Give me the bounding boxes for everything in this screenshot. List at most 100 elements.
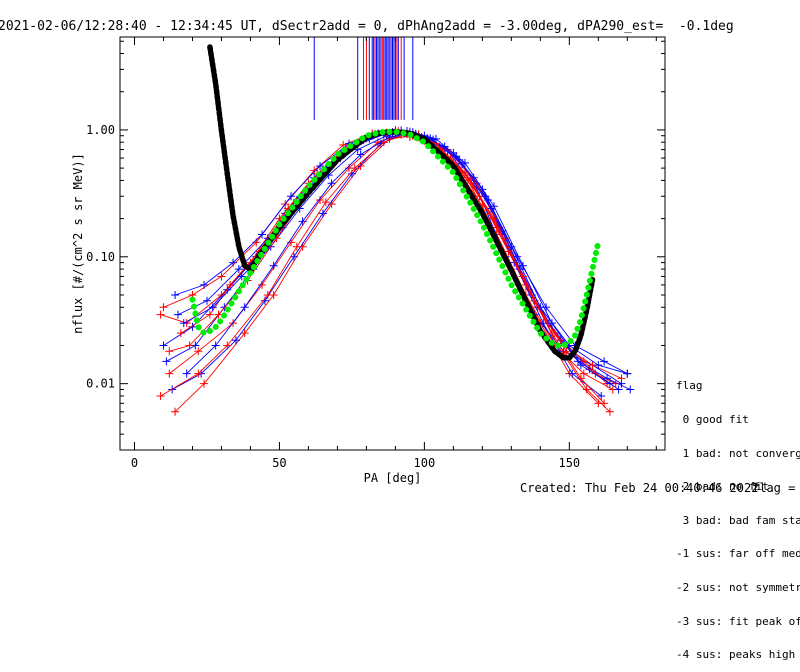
data-point (298, 217, 307, 226)
data-point (582, 385, 591, 394)
data-point (202, 296, 211, 305)
x-tick-label: 0 (131, 456, 138, 470)
legend-item: 2 bad: no fit (676, 480, 769, 494)
data-point (226, 280, 235, 289)
data-point (194, 369, 203, 378)
y-tick-label: 0.10 (86, 250, 115, 264)
data-point (318, 209, 327, 218)
data-point (316, 161, 325, 170)
data-point (316, 196, 325, 205)
x-tick-label: 50 (272, 456, 286, 470)
data-point (321, 198, 330, 207)
data-point (576, 361, 585, 370)
data-point (269, 261, 278, 270)
data-point (171, 407, 180, 416)
data-point (229, 258, 238, 267)
legend-item: 0 good fit (676, 413, 749, 427)
data-point (165, 347, 174, 356)
data-point (579, 369, 588, 378)
axes-group: 0 50 100 150 0.01 0.10 1.00 PA [deg] nflux [#/(c… (71, 36, 666, 485)
data-point (234, 265, 243, 274)
legend-item: -1 sus: far off medic (676, 547, 800, 561)
data-point (237, 272, 246, 281)
series-line-10 (169, 132, 608, 385)
series-line-4 (174, 135, 611, 413)
data-point (217, 272, 226, 281)
data-point (200, 379, 209, 388)
data-point (287, 192, 296, 201)
legend-item: -3 sus: fit peak off 9 (676, 614, 800, 628)
data-point (208, 303, 217, 312)
footer-flag: flag = 0 (752, 481, 796, 495)
y-tick-label: 1.00 (86, 123, 115, 137)
data-point (576, 374, 585, 383)
data-point (188, 322, 197, 331)
data-point (460, 158, 469, 167)
chart-canvas: 0 50 100 150 0.01 0.10 1.00 PA [deg] nflux [#/(c… (71, 36, 666, 485)
x-tick-label: 100 (414, 456, 436, 470)
data-point (350, 164, 359, 173)
data-point (171, 290, 180, 299)
data-point (605, 379, 614, 388)
data-point (223, 341, 232, 350)
series-line-12 (160, 133, 605, 404)
data-point (617, 374, 626, 383)
model-curve (189, 128, 602, 349)
data-point (263, 290, 272, 299)
series-line-7 (171, 132, 602, 397)
data-point (159, 303, 168, 312)
data-point (594, 361, 603, 370)
data-point (327, 179, 336, 188)
data-point (614, 385, 623, 394)
data-point (289, 252, 298, 261)
data-point (179, 319, 188, 328)
vertical-lines-group (313, 37, 414, 120)
data-point (292, 242, 301, 251)
data-point (159, 341, 168, 350)
page-title: 2021-02-06/12:28:40 - 12:34:45 UT, dSect… (0, 19, 734, 34)
data-point (156, 391, 165, 400)
data-point (626, 385, 635, 394)
data-point (258, 230, 267, 239)
data-point (310, 166, 319, 175)
data-point (182, 369, 191, 378)
data-point (165, 369, 174, 378)
data-point (460, 168, 469, 177)
data-series-group (156, 125, 635, 416)
flag-legend: flag 0 good fit 1 bad: not converge 2 ba… (676, 358, 800, 672)
model-curve-group (189, 128, 602, 349)
data-point (240, 303, 249, 312)
data-point (431, 134, 440, 143)
series-line-5 (166, 131, 619, 390)
x-tick-label: 150 (558, 456, 580, 470)
data-point (176, 329, 185, 338)
legend-item: -4 sus: peaks high va (676, 648, 796, 662)
data-point (240, 329, 249, 338)
footer-created: Created: Thu Feb 24 00:40:46 2022 (520, 481, 759, 495)
plot-frame (119, 36, 666, 451)
data-point (211, 341, 220, 350)
data-point (518, 261, 527, 270)
data-point (547, 329, 556, 338)
data-point (547, 319, 556, 328)
series-line-2 (169, 134, 599, 404)
data-point (231, 336, 240, 345)
data-point (200, 280, 209, 289)
legend-item: 1 bad: not converge (676, 446, 800, 460)
data-point (156, 310, 165, 319)
data-point (568, 369, 577, 378)
data-point (623, 369, 632, 378)
data-point (185, 341, 194, 350)
data-point (600, 399, 609, 408)
data-point (205, 310, 214, 319)
data-point (356, 150, 365, 159)
data-point (489, 214, 498, 223)
legend-title: flag (676, 379, 703, 393)
legend-item: 3 bad: bad fam stat (676, 513, 800, 527)
data-point (597, 391, 606, 400)
x-axis-label: PA [deg] (364, 471, 422, 485)
data-point (173, 310, 182, 319)
data-point (194, 347, 203, 356)
data-point (600, 357, 609, 366)
data-point (605, 407, 614, 416)
